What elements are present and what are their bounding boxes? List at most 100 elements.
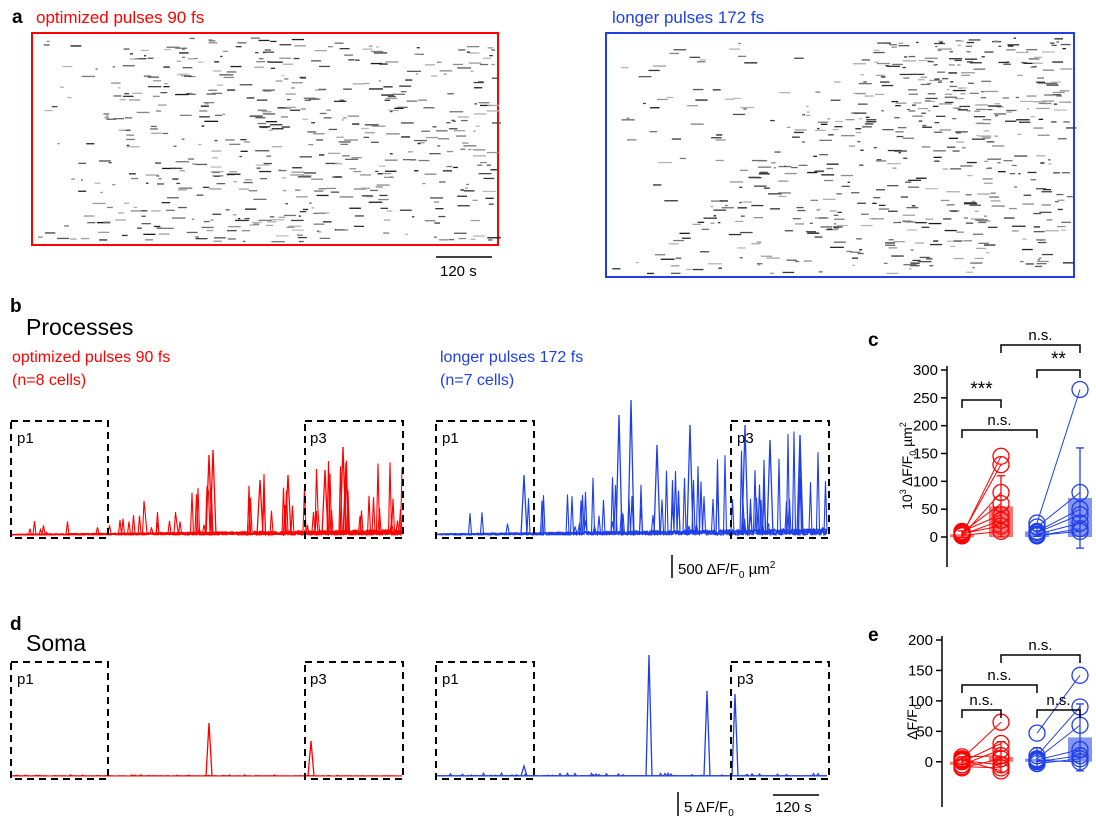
- raster-event: [212, 175, 224, 177]
- raster-event: [328, 128, 337, 131]
- raster-event: [982, 119, 992, 121]
- raster-event: [468, 62, 482, 64]
- raster-event: [383, 176, 394, 178]
- raster-event: [1009, 207, 1017, 210]
- raster-event: [131, 177, 139, 180]
- raster-event: [919, 256, 930, 259]
- raster-event: [118, 212, 124, 214]
- raster-event: [797, 209, 806, 212]
- raster-event: [908, 55, 916, 58]
- raster-event: [285, 106, 296, 108]
- raster-event: [857, 202, 866, 204]
- raster-event: [1048, 163, 1052, 165]
- raster-event: [425, 136, 439, 139]
- paired-line: [1036, 389, 1081, 524]
- data-point: [1071, 506, 1089, 524]
- y-tick-label: 200: [913, 418, 938, 435]
- raster-event: [253, 198, 267, 200]
- raster-event: [947, 88, 950, 91]
- y-tick-label: 0: [925, 754, 933, 771]
- raster-event: [946, 240, 954, 242]
- raster-event: [199, 110, 208, 112]
- raster-event: [414, 53, 424, 55]
- raster-event: [1003, 63, 1011, 65]
- significance-bracket: [1036, 369, 1081, 378]
- raster-event: [107, 206, 113, 209]
- raster-event: [336, 136, 344, 138]
- raster-event: [738, 42, 741, 45]
- raster-event: [156, 227, 162, 229]
- raster-event: [922, 126, 932, 128]
- raster-event: [791, 166, 798, 169]
- raster-event: [903, 264, 917, 266]
- raster-event: [739, 257, 743, 259]
- raster-event: [156, 175, 160, 177]
- raster-event: [892, 63, 903, 66]
- y-tick-label: 150: [908, 662, 933, 679]
- raster-event: [490, 169, 497, 171]
- raster-event: [817, 208, 821, 211]
- raster-event: [458, 49, 466, 51]
- raster-event: [917, 261, 932, 263]
- raster-event: [1036, 263, 1047, 265]
- data-point: [992, 740, 1010, 759]
- raster-event: [264, 49, 271, 51]
- raster-event: [1022, 248, 1033, 251]
- raster-event: [874, 49, 880, 51]
- data-point: [953, 526, 971, 544]
- raster-event: [379, 63, 388, 65]
- raster-event: [51, 106, 58, 108]
- raster-event: [351, 157, 362, 159]
- raster-event: [878, 204, 886, 206]
- raster-event: [860, 149, 864, 151]
- raster-event: [778, 192, 791, 194]
- raster-event: [1009, 173, 1016, 175]
- raster-event: [908, 89, 917, 91]
- raster-event: [995, 115, 999, 117]
- raster-event: [189, 92, 193, 95]
- raster-event: [855, 128, 862, 130]
- raster-event: [336, 229, 348, 231]
- raster-event: [1041, 191, 1052, 193]
- raster-event: [301, 174, 312, 177]
- trace-peak: [339, 446, 347, 536]
- raster-event: [203, 220, 210, 223]
- raster-event: [309, 202, 312, 204]
- raster-event: [323, 221, 332, 223]
- raster-event: [961, 72, 975, 74]
- panel-d-title: Soma: [26, 630, 86, 656]
- raster-event: [1020, 260, 1024, 263]
- raster-event: [179, 170, 185, 172]
- raster-event: [832, 128, 839, 131]
- raster-event: [713, 215, 717, 217]
- trace-peak: [766, 439, 774, 536]
- raster-event: [689, 56, 700, 58]
- raster-event: [198, 61, 204, 63]
- raster-event: [430, 197, 444, 199]
- raster-event: [933, 150, 946, 152]
- raster-event: [906, 221, 916, 223]
- raster-event: [671, 272, 681, 274]
- raster-event: [150, 125, 157, 128]
- raster-event: [282, 74, 285, 77]
- raster-event: [879, 81, 890, 83]
- y-tick-label: 0: [930, 529, 938, 546]
- significance-label: n.s.: [969, 692, 993, 709]
- processes-opt-p3-label: p3: [310, 430, 327, 447]
- raster-event: [857, 252, 864, 255]
- raster-event: [957, 44, 962, 46]
- raster-event: [918, 59, 931, 62]
- raster-event: [454, 232, 467, 234]
- raster-event: [243, 240, 246, 243]
- raster-event: [658, 161, 672, 164]
- raster-event: [929, 265, 934, 267]
- significance-label: n.s.: [987, 412, 1011, 429]
- raster-event: [952, 150, 960, 152]
- raster-event: [666, 96, 674, 99]
- raster-event: [113, 118, 124, 120]
- raster-event: [414, 139, 427, 142]
- raster-event: [415, 73, 418, 75]
- raster-event: [226, 173, 235, 176]
- raster-event: [1035, 265, 1043, 268]
- raster-event: [312, 133, 325, 135]
